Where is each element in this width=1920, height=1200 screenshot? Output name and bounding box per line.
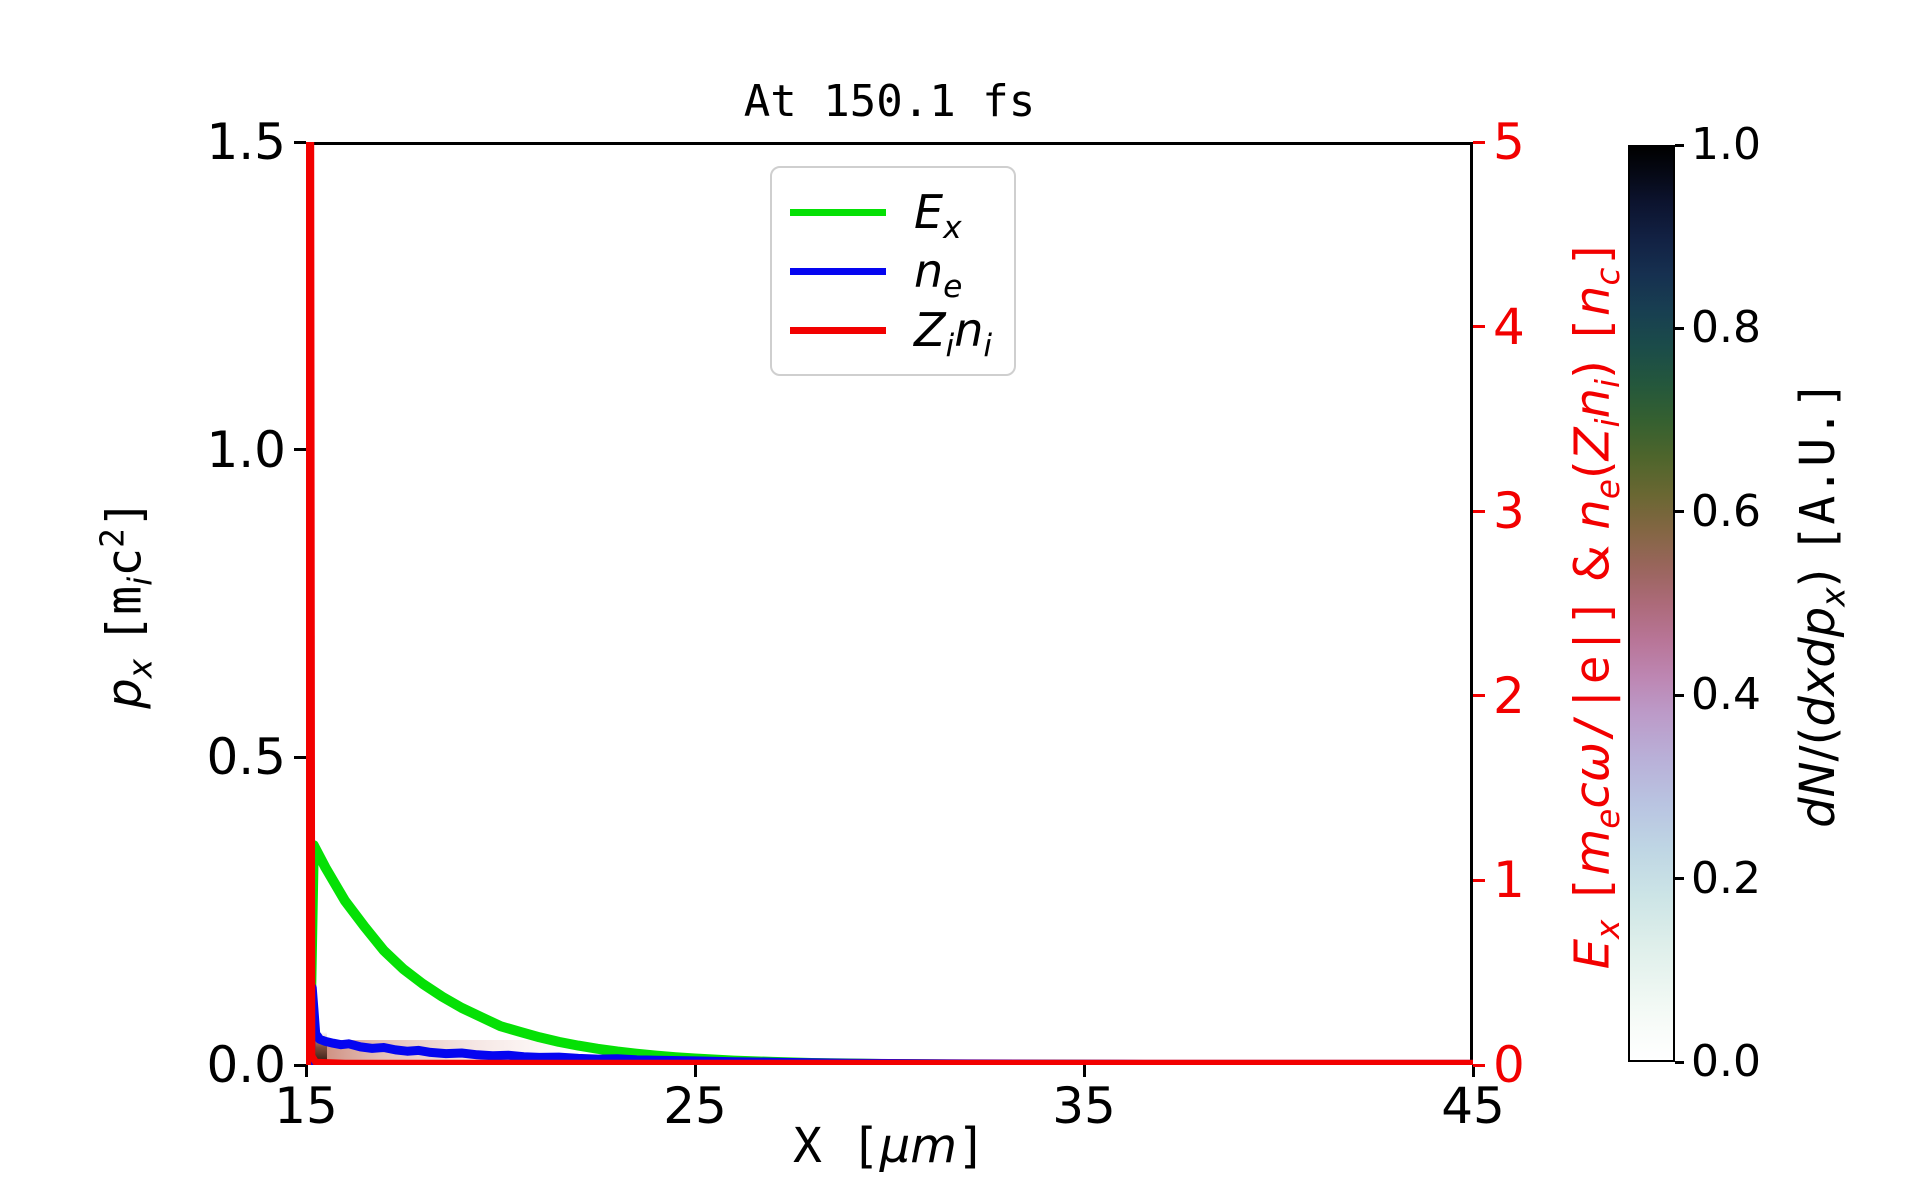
legend-line-swatch — [790, 326, 886, 334]
x-tick — [693, 1065, 697, 1077]
x-tick — [1471, 1065, 1475, 1077]
legend-item: Ex — [790, 184, 996, 247]
left-axis-label-wrap: px [mic2] — [40, 142, 210, 1065]
legend: Ex ne Zini — [770, 166, 1016, 376]
right-y-tick-label: 3 — [1493, 482, 1525, 541]
legend-item: ne — [790, 243, 996, 306]
right-y-tick-label: 0 — [1493, 1036, 1525, 1094]
left-y-tick-label: 1.0 — [206, 420, 286, 479]
right-y-tick — [1473, 694, 1485, 698]
colorbar-tick — [1675, 877, 1684, 881]
plot-title: At 150.1 fs — [743, 76, 1036, 127]
left-y-tick — [294, 755, 306, 759]
x-tick — [304, 1065, 308, 1077]
colorbar-tick — [1675, 326, 1684, 330]
legend-label: ne — [914, 244, 963, 306]
x-axis-label: X [μm] — [793, 1118, 986, 1174]
colorbar-label: dN/(dxdpx) [A.U.] — [1790, 379, 1853, 828]
legend-item: Zini — [790, 302, 996, 365]
right-y-tick — [1473, 325, 1485, 329]
right-y-tick-label: 4 — [1493, 297, 1525, 356]
right-y-tick — [1473, 140, 1485, 144]
x-tick-label: 45 — [1441, 1077, 1505, 1135]
x-tick-label: 15 — [274, 1077, 338, 1135]
colorbar — [1628, 145, 1675, 1062]
left-axis-label: px [mic2] — [94, 498, 160, 709]
right-y-tick — [1473, 878, 1485, 882]
left-y-tick — [294, 1063, 306, 1067]
legend-label: Zini — [914, 303, 993, 365]
left-y-tick — [294, 448, 306, 452]
right-y-tick — [1473, 509, 1485, 513]
colorbar-tick-label: 0.0 — [1691, 1036, 1761, 1087]
right-y-tick-label: 5 — [1493, 113, 1525, 171]
series-line-Zini — [306, 142, 1473, 1065]
legend-line-swatch — [790, 208, 886, 216]
left-y-tick — [294, 140, 306, 144]
data-series-lines — [306, 142, 1473, 1065]
right-y-tick — [1473, 1063, 1485, 1067]
right-y-tick-label: 2 — [1493, 666, 1525, 725]
colorbar-tick — [1675, 143, 1684, 147]
colorbar-label-wrap: dN/(dxdpx) [A.U.] — [1748, 142, 1888, 1065]
left-y-tick-label: 0.5 — [206, 728, 286, 787]
x-tick — [1082, 1065, 1086, 1077]
colorbar-tick-label: 1.0 — [1691, 119, 1761, 170]
right-y-tick-label: 1 — [1493, 851, 1525, 910]
colorbar-tick — [1675, 693, 1684, 697]
colorbar-tick-label: 0.4 — [1691, 669, 1761, 721]
colorbar-tick-label: 0.6 — [1691, 485, 1761, 537]
left-y-tick-label: 0.0 — [206, 1036, 286, 1094]
legend-label: Ex — [914, 185, 962, 247]
series-line-Ex — [306, 840, 1473, 1065]
right-axis-label: Ex [mecω/|e|] & ne(Zini) [nc] — [1564, 238, 1627, 969]
x-tick-label: 25 — [663, 1077, 727, 1135]
x-tick-label: 35 — [1052, 1077, 1116, 1135]
plot-area — [306, 142, 1473, 1065]
left-y-tick-label: 1.5 — [206, 113, 286, 171]
colorbar-tick — [1675, 510, 1684, 514]
colorbar-tick — [1675, 1060, 1684, 1064]
legend-line-swatch — [790, 267, 886, 275]
colorbar-tick-label: 0.8 — [1691, 302, 1761, 354]
series-line-ne — [306, 983, 1473, 1065]
colorbar-tick-label: 0.2 — [1691, 852, 1761, 904]
